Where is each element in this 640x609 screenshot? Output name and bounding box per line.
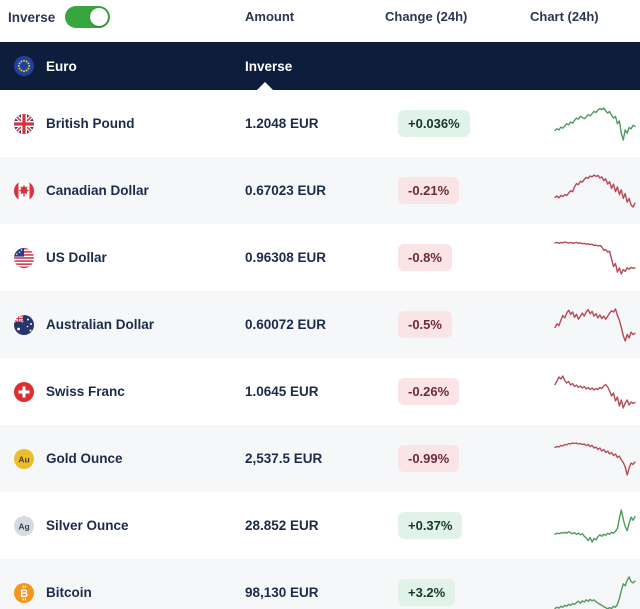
selected-mode-label: Inverse xyxy=(245,58,293,74)
selected-column-caret-icon xyxy=(257,82,273,90)
amount-value: 1.0645 EUR xyxy=(245,384,319,399)
column-header-amount: Amount xyxy=(245,9,295,24)
change-badge: -0.5% xyxy=(398,311,452,338)
currency-row[interactable]: British Pound 1.2048 EUR +0.036% xyxy=(0,90,640,157)
australian-dollar-flag-icon xyxy=(14,314,34,335)
inverse-toggle-label: Inverse xyxy=(8,9,56,25)
currency-row[interactable]: Swiss Franc 1.0645 EUR -0.26% xyxy=(0,358,640,425)
currency-row[interactable]: Ag Silver Ounce 28.852 EUR +0.37% xyxy=(0,492,640,559)
amount-value: 0.67023 EUR xyxy=(245,183,327,198)
gold-ounce-icon: Au xyxy=(14,448,34,469)
bitcoin-icon: B xyxy=(14,582,34,603)
amount-value: 0.60072 EUR xyxy=(245,317,327,332)
amount-value: 28.852 EUR xyxy=(245,518,319,533)
silver-ounce-icon: Ag xyxy=(14,515,34,536)
change-badge: +0.37% xyxy=(398,512,463,539)
sparkline-chart xyxy=(554,106,636,141)
column-header-chart: Chart (24h) xyxy=(530,9,599,24)
sparkline-chart xyxy=(554,374,636,409)
change-badge: -0.99% xyxy=(398,445,460,472)
currency-row[interactable]: B Bitcoin 98,130 EUR +3.2% xyxy=(0,559,640,609)
currency-name: Canadian Dollar xyxy=(46,183,149,198)
sparkline-chart xyxy=(554,240,636,275)
svg-text:B: B xyxy=(20,588,28,600)
change-badge: -0.8% xyxy=(398,244,452,271)
swiss-franc-flag-icon xyxy=(14,381,34,402)
canadian-dollar-flag-icon xyxy=(14,180,34,201)
currency-name: Silver Ounce xyxy=(46,518,129,533)
svg-text:Ag: Ag xyxy=(18,521,29,531)
sparkline-chart xyxy=(554,575,636,609)
change-badge: +0.036% xyxy=(398,110,470,137)
inverse-toggle[interactable] xyxy=(65,6,111,28)
british-pound-flag-icon xyxy=(14,113,34,134)
currency-row[interactable]: US Dollar 0.96308 EUR -0.8% xyxy=(0,224,640,291)
change-badge: -0.26% xyxy=(398,378,460,405)
amount-value: 1.2048 EUR xyxy=(245,116,319,131)
currency-name: Australian Dollar xyxy=(46,317,155,332)
amount-value: 98,130 EUR xyxy=(245,585,319,600)
toggle-knob-icon xyxy=(90,8,109,26)
sparkline-chart xyxy=(554,173,636,208)
sparkline-chart xyxy=(554,307,636,342)
currency-rows: British Pound 1.2048 EUR +0.036% Canadia… xyxy=(0,90,640,609)
amount-value: 0.96308 EUR xyxy=(245,250,327,265)
svg-text:Au: Au xyxy=(18,454,29,464)
amount-value: 2,537.5 EUR xyxy=(245,451,323,466)
euro-flag-icon xyxy=(14,56,34,76)
currency-row[interactable]: Au Gold Ounce 2,537.5 EUR -0.99% xyxy=(0,425,640,492)
base-currency-name: Euro xyxy=(46,58,77,74)
sparkline-chart xyxy=(554,441,636,476)
column-header-change: Change (24h) xyxy=(385,9,468,24)
change-badge: +3.2% xyxy=(398,579,456,606)
sparkline-chart xyxy=(554,508,636,543)
currency-name: Swiss Franc xyxy=(46,384,125,399)
change-badge: -0.21% xyxy=(398,177,460,204)
currency-name: Bitcoin xyxy=(46,585,92,600)
currency-row[interactable]: Canadian Dollar 0.67023 EUR -0.21% xyxy=(0,157,640,224)
currency-row[interactable]: Australian Dollar 0.60072 EUR -0.5% xyxy=(0,291,640,358)
currency-name: Gold Ounce xyxy=(46,451,123,466)
us-dollar-flag-icon xyxy=(14,247,34,268)
currency-name: British Pound xyxy=(46,116,135,131)
table-header-row: Inverse Amount Change (24h) Chart (24h) xyxy=(0,0,640,42)
currency-name: US Dollar xyxy=(46,250,107,265)
base-currency-bar[interactable]: Euro Inverse xyxy=(0,42,640,90)
